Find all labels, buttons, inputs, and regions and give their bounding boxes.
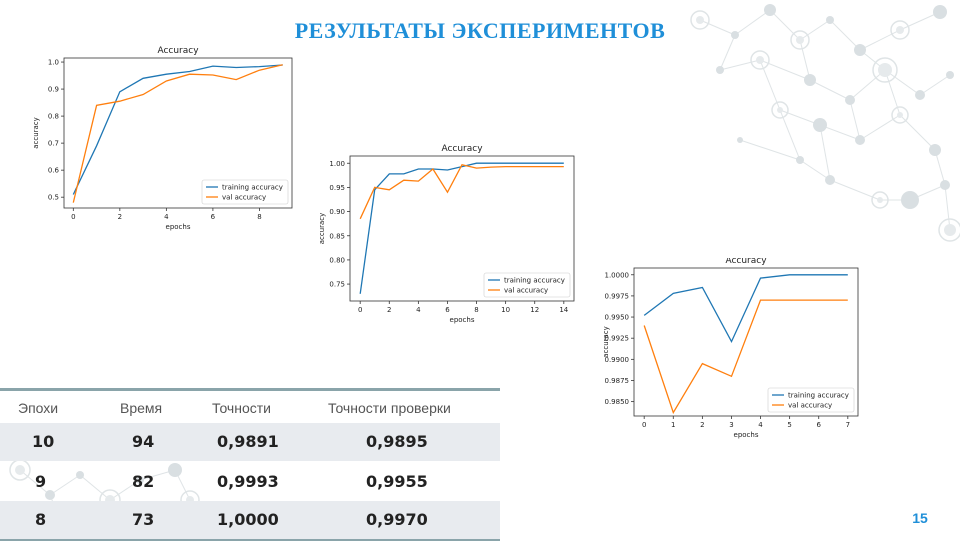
cell-epochs: 9 <box>35 472 47 491</box>
x-tick-label: 2 <box>700 421 704 429</box>
y-tick-label: 0.95 <box>329 184 345 192</box>
y-tick-label: 0.9975 <box>605 292 630 300</box>
y-tick-label: 0.9875 <box>605 377 630 385</box>
legend-entry: training accuracy <box>788 392 849 400</box>
table-row: 9 82 0,9993 0,9955 <box>0 463 500 501</box>
cell-time: 73 <box>132 510 155 529</box>
cell-time: 94 <box>132 432 155 451</box>
header-val-accuracy: Точности проверки <box>328 400 451 416</box>
y-tick-label: 0.75 <box>329 281 345 289</box>
x-tick-label: 10 <box>501 306 510 314</box>
y-axis-label: accuracy <box>32 117 40 149</box>
legend-entry: val accuracy <box>788 402 832 410</box>
x-tick-label: 6 <box>816 421 821 429</box>
y-tick-label: 0.8 <box>48 113 59 121</box>
accuracy-chart-10-epochs: Accuracy 0 2 4 6 8 0.5 0.6 0.7 0.8 0.9 1.0 epochs acc… <box>32 46 293 231</box>
chart-title: Accuracy <box>725 258 767 266</box>
table-top-rule <box>0 388 500 391</box>
x-tick-label: 8 <box>257 213 261 221</box>
y-tick-label: 1.0000 <box>605 271 630 279</box>
legend-entry: val accuracy <box>222 194 266 202</box>
y-tick-label: 0.9925 <box>605 335 630 343</box>
y-tick-label: 0.9950 <box>605 314 630 322</box>
table-row: 10 94 0,9891 0,9895 <box>0 423 500 461</box>
accuracy-chart-8-epochs: Accuracy 0 1 2 3 4 5 6 7 0.9850 0.9875 0.9900 0.9925… <box>602 258 859 439</box>
x-tick-label: 8 <box>474 306 478 314</box>
y-tick-label: 0.5 <box>48 194 59 202</box>
x-tick-label: 12 <box>530 306 539 314</box>
legend-entry: training accuracy <box>504 277 565 285</box>
x-tick-label: 4 <box>758 421 763 429</box>
chart-title: Accuracy <box>157 46 199 56</box>
legend: training accuracy val accuracy <box>483 272 571 298</box>
x-tick-label: 4 <box>416 306 421 314</box>
x-tick-label: 1 <box>671 421 675 429</box>
y-tick-label: 0.80 <box>329 256 345 264</box>
chart-title: Accuracy <box>441 144 483 154</box>
header-time: Время <box>120 400 163 416</box>
x-tick-label: 5 <box>787 421 791 429</box>
header-epochs: Эпохи <box>18 400 59 416</box>
cell-val-accuracy: 0,9955 <box>366 472 428 491</box>
x-tick-label: 6 <box>445 306 450 314</box>
cell-val-accuracy: 0,9895 <box>366 432 428 451</box>
series-line-1 <box>359 163 564 220</box>
legend-entry: val accuracy <box>504 287 548 295</box>
cell-epochs: 8 <box>35 510 47 529</box>
x-tick-label: 0 <box>642 421 646 429</box>
x-axis-label: epochs <box>450 316 475 324</box>
x-tick-label: 0 <box>71 213 75 221</box>
legend: training accuracy val accuracy <box>767 387 855 413</box>
y-tick-label: 0.9850 <box>605 398 630 406</box>
y-tick-label: 1.00 <box>329 160 345 168</box>
y-tick-label: 0.85 <box>329 232 345 240</box>
x-tick-label: 6 <box>211 213 216 221</box>
legend-box <box>201 179 289 205</box>
cell-accuracy: 0,9993 <box>217 472 279 491</box>
x-tick-label: 3 <box>729 421 733 429</box>
y-tick-label: 0.9 <box>48 86 59 94</box>
y-axis-label: accuracy <box>602 326 610 358</box>
y-tick-label: 0.7 <box>48 140 59 148</box>
series-line-0 <box>643 274 848 344</box>
x-tick-label: 2 <box>118 213 122 221</box>
cell-accuracy: 0,9891 <box>217 432 279 451</box>
accuracy-chart-15-epochs: Accuracy 0 2 4 6 8 10 12 14 0.75 0.80 0.85 0.90 0.95 1… <box>318 144 575 324</box>
slide-title: РЕЗУЛЬТАТЫ ЭКСПЕРИМЕНТОВ <box>294 18 666 43</box>
legend-entry: training accuracy <box>222 184 283 192</box>
x-tick-label: 14 <box>559 306 568 314</box>
x-tick-label: 7 <box>846 421 850 429</box>
header-accuracy: Точности <box>212 400 271 416</box>
cell-val-accuracy: 0,9970 <box>366 510 428 529</box>
x-tick-label: 2 <box>387 306 391 314</box>
series-line-0 <box>72 64 283 195</box>
cell-time: 82 <box>132 472 155 491</box>
cell-epochs: 10 <box>32 432 55 451</box>
y-tick-label: 1.0 <box>48 59 59 67</box>
series-line-1 <box>72 64 283 203</box>
cell-accuracy: 1,0000 <box>217 510 279 529</box>
x-tick-label: 0 <box>358 306 362 314</box>
y-tick-label: 0.9900 <box>605 356 630 364</box>
legend-box <box>767 387 855 413</box>
table-row: 8 73 1,0000 0,9970 <box>0 501 500 539</box>
y-tick-label: 0.6 <box>48 167 60 175</box>
series-line-0 <box>359 162 564 294</box>
x-axis-label: epochs <box>166 223 191 231</box>
legend-box <box>483 272 571 298</box>
page-number: 15 <box>912 510 928 526</box>
x-tick-label: 4 <box>164 213 169 221</box>
y-axis-label: accuracy <box>318 213 326 245</box>
series-line-1 <box>643 299 848 415</box>
legend: training accuracy val accuracy <box>201 179 289 205</box>
x-axis-label: epochs <box>734 431 759 439</box>
y-tick-label: 0.90 <box>329 208 345 216</box>
